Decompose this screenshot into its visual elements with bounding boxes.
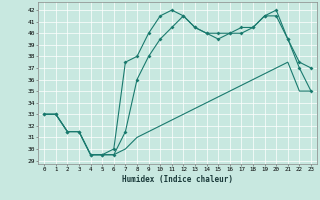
X-axis label: Humidex (Indice chaleur): Humidex (Indice chaleur) xyxy=(122,175,233,184)
